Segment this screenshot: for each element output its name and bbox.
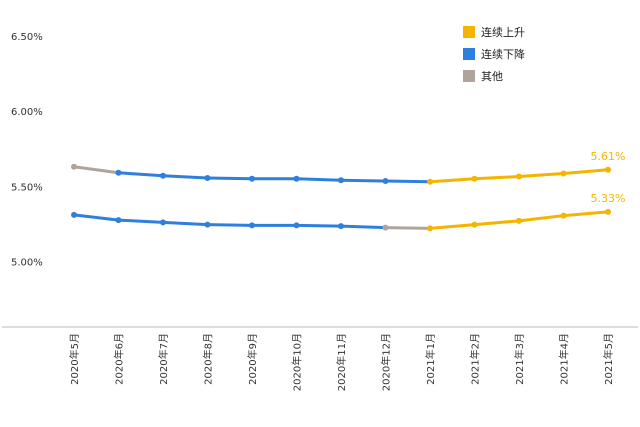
series-2-point [338, 223, 344, 230]
series-1-point [115, 169, 122, 176]
series-1-point [293, 175, 300, 182]
series-1-point [71, 163, 77, 170]
series-1-segment [339, 178, 387, 183]
series-2-point [516, 217, 522, 224]
series-1-segment [517, 172, 565, 179]
series-1-segment [562, 168, 610, 176]
x-tick-label: 2021年5月 [602, 333, 615, 385]
series-2-point [382, 224, 389, 231]
series-2-point [204, 221, 211, 228]
series-2-point [471, 221, 478, 228]
series-2-segment [295, 223, 343, 228]
series-1-point [338, 177, 344, 184]
x-tick-label: 2020年10月 [291, 333, 304, 391]
x-tick-label: 2021年3月 [513, 333, 526, 385]
series-2-segment [428, 223, 476, 230]
series-1-point [516, 173, 522, 180]
x-tick-label: 2020年7月 [157, 333, 170, 385]
series-2-segment [562, 210, 610, 218]
x-tick-label: 2020年11月 [335, 333, 348, 391]
x-tick-label: 2021年1月 [424, 333, 437, 385]
series-2-point [71, 211, 77, 218]
legend-swatch-other [463, 70, 475, 82]
series-1-point [249, 175, 255, 182]
series-2-segment [117, 218, 165, 224]
series-1-point [382, 178, 389, 185]
series-2-segment [339, 224, 387, 230]
series-1-segment [206, 176, 254, 181]
series-1-end-label: 5.61% [591, 150, 626, 163]
series-2-point [115, 217, 122, 224]
series-2-point [293, 222, 300, 229]
legend-label-down: 连续下降 [481, 47, 525, 61]
series-2-point [249, 222, 255, 229]
legend: 连续上升 连续下降 其他 [463, 25, 525, 83]
series-1-point [427, 178, 433, 185]
series-1-point [204, 175, 211, 182]
series-layer: 5.61% 5.33% [71, 150, 625, 232]
series-2-segment [473, 219, 521, 227]
x-tick-label: 2020年6月 [113, 333, 126, 385]
series-2-point [427, 225, 433, 232]
series-1-segment [161, 174, 209, 180]
series-2-point [160, 219, 166, 226]
series-2-segment [72, 213, 120, 222]
series-1-point [471, 175, 478, 182]
x-axis-ticks: 2020年5月 2020年6月 2020年7月 2020年8月 2020年9月 2020年… [68, 333, 615, 391]
x-tick-label: 2021年2月 [469, 333, 482, 385]
series-1-point [605, 166, 611, 173]
series-1-segment [72, 165, 120, 175]
series-2-segment [384, 226, 432, 230]
series-1-segment [117, 171, 165, 178]
y-tick-label: 6.00% [11, 107, 43, 118]
x-tick-label: 2021年4月 [558, 333, 571, 385]
series-1-segment [473, 175, 521, 181]
series-2-segment [161, 220, 209, 227]
series-1-segment [295, 177, 343, 182]
y-tick-label: 6.50% [11, 32, 43, 43]
legend-label-other: 其他 [481, 70, 503, 83]
legend-swatch-up [463, 26, 475, 38]
legend-label-up: 连续上升 [481, 25, 525, 39]
series-2-segment [206, 223, 254, 227]
series-2-end-label: 5.33% [591, 192, 626, 205]
series-2-point [560, 212, 567, 219]
series-1-segment [384, 179, 432, 184]
y-tick-label: 5.50% [11, 182, 43, 193]
series-1-segment [428, 177, 476, 184]
x-tick-label: 2020年5月 [68, 333, 81, 385]
y-axis-ticks: 6.50% 6.00% 5.50% 5.00% [11, 32, 43, 268]
x-tick-label: 2020年12月 [380, 333, 393, 391]
y-tick-label: 5.00% [11, 257, 43, 268]
x-tick-label: 2020年9月 [246, 333, 259, 385]
series-1-point [560, 170, 567, 177]
series-2-point [605, 208, 611, 215]
series-2-segment [517, 214, 565, 223]
legend-swatch-down [463, 48, 475, 60]
x-tick-label: 2020年8月 [202, 333, 215, 385]
series-1-point [160, 172, 166, 179]
